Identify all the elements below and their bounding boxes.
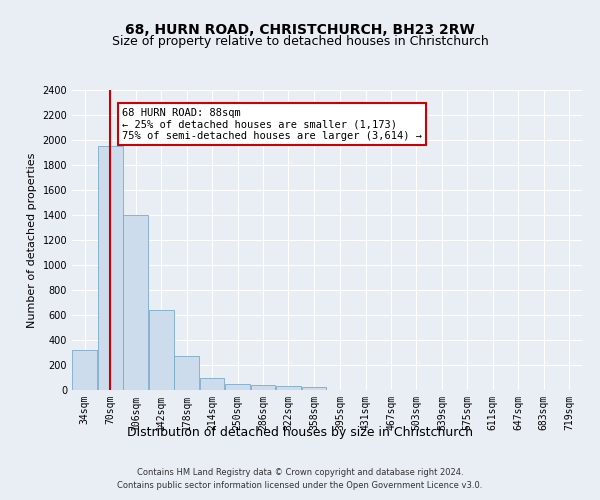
Bar — [174, 356, 199, 390]
Bar — [98, 146, 122, 390]
Bar — [276, 386, 301, 390]
Bar — [200, 378, 224, 390]
Bar — [149, 310, 173, 390]
Bar — [123, 215, 148, 390]
Bar — [251, 385, 275, 390]
Y-axis label: Number of detached properties: Number of detached properties — [27, 152, 37, 328]
Text: Contains public sector information licensed under the Open Government Licence v3: Contains public sector information licen… — [118, 480, 482, 490]
Bar — [225, 384, 250, 390]
Text: Size of property relative to detached houses in Christchurch: Size of property relative to detached ho… — [112, 35, 488, 48]
Text: Contains HM Land Registry data © Crown copyright and database right 2024.: Contains HM Land Registry data © Crown c… — [137, 468, 463, 477]
Text: 68, HURN ROAD, CHRISTCHURCH, BH23 2RW: 68, HURN ROAD, CHRISTCHURCH, BH23 2RW — [125, 22, 475, 36]
Text: Distribution of detached houses by size in Christchurch: Distribution of detached houses by size … — [127, 426, 473, 439]
Bar — [73, 350, 97, 390]
Bar — [302, 387, 326, 390]
Text: 68 HURN ROAD: 88sqm
← 25% of detached houses are smaller (1,173)
75% of semi-det: 68 HURN ROAD: 88sqm ← 25% of detached ho… — [122, 108, 422, 140]
